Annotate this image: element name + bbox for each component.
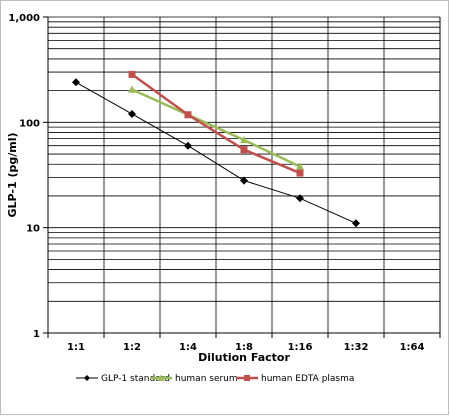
x-tick-labels: 1:1 1:2 1:4 1:8 1:16 1:32 1:64 [67, 342, 424, 353]
x-tick-label: 1:16 [288, 342, 313, 353]
data-point [184, 111, 192, 119]
series-glp-1-standard [72, 78, 360, 228]
y-tick-label: 1,000 [8, 13, 40, 24]
series-line [131, 73, 301, 175]
y-axis-title: GLP-1 (pg/ml) [6, 132, 19, 217]
data-point [184, 141, 192, 150]
legend-item: human EDTA plasma [236, 374, 354, 384]
square-icon [244, 375, 250, 381]
series-line [131, 88, 301, 168]
axes [43, 16, 441, 338]
x-tick-label: 1:2 [123, 342, 141, 353]
legend-label: GLP-1 standard [101, 374, 170, 384]
y-tick-labels: 1 10 100 1,000 [8, 13, 40, 340]
legend-label: human serum [175, 374, 238, 384]
data-point [296, 162, 304, 170]
x-tick-label: 1:1 [67, 342, 85, 353]
grid [48, 16, 440, 334]
plot-series [72, 70, 360, 228]
data-point [240, 176, 248, 185]
data-point [72, 78, 80, 87]
y-tick-label: 1 [33, 329, 40, 340]
x-axis-title: Dilution Factor [198, 351, 290, 364]
series-human-edta-plasma [128, 70, 304, 177]
data-point [128, 70, 136, 78]
y-tick-label: 100 [19, 118, 40, 129]
legend: GLP-1 standard human serum human EDTA plas… [76, 374, 354, 384]
data-point [296, 169, 304, 177]
x-tick-label: 1:8 [235, 342, 253, 353]
data-point [128, 109, 136, 118]
x-tick-label: 1:4 [179, 342, 197, 353]
triangle-icon [157, 374, 165, 381]
legend-item: human serum [150, 374, 238, 384]
y-tick-label: 10 [26, 224, 40, 235]
x-tick-label: 1:64 [400, 342, 425, 353]
legend-item: GLP-1 standard [76, 374, 170, 384]
diamond-icon [84, 375, 90, 381]
data-point [128, 85, 136, 93]
legend-label: human EDTA plasma [261, 374, 354, 384]
x-tick-label: 1:32 [344, 342, 369, 353]
data-point [352, 219, 360, 228]
series-line [75, 81, 357, 224]
data-point [240, 146, 248, 154]
data-point [240, 135, 248, 144]
data-point [296, 194, 304, 203]
